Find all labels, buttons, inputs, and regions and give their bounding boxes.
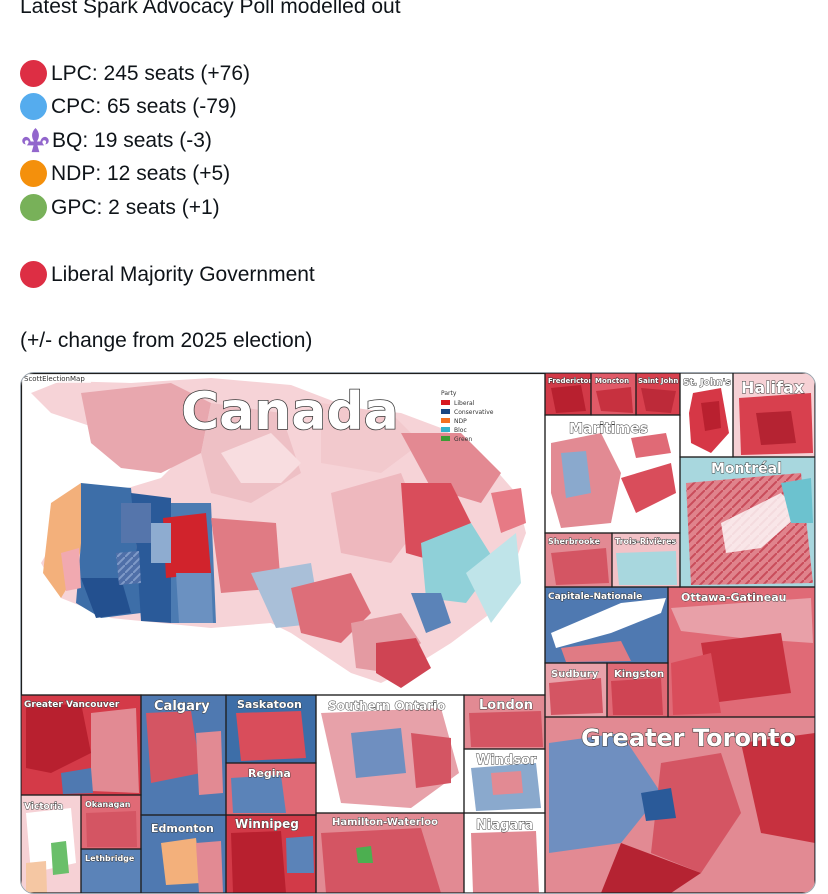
label-greater-vancouver: Greater Vancouver [24,700,120,710]
result-text: GPC: 2 seats (+1) [51,195,220,219]
label-calgary: Calgary [154,699,210,714]
label-niagara: Niagara [476,818,533,833]
red-circle-icon [20,261,47,288]
result-ndp: NDP: 12 seats (+5) [20,160,230,187]
inset-lethbridge: Lethbridge [81,849,141,893]
label-sudbury: Sudbury [551,669,599,680]
inset-greater-toronto: Greater Toronto [545,717,815,893]
result-bq: BQ: 19 seats (-3) [20,127,212,154]
inset-victoria: Victoria [21,795,81,893]
inset-southern-ontario: Southern Ontario [316,695,464,813]
inset-niagara: Niagara [464,813,545,893]
inset-saint-john: Saint John [636,373,680,415]
legend-label-ndp: NDP [454,418,467,425]
label-hamilton-waterloo: Hamilton-Waterloo [332,817,438,828]
label-montreal: Montréal [711,461,782,477]
inset-capitale-nationale: Capitale-Nationale [545,587,668,663]
red-circle-icon [20,60,47,87]
inset-saskatoon: Saskatoon [226,695,316,763]
result-text: NDP: 12 seats (+5) [51,161,231,185]
result-text: BQ: 19 seats (-3) [52,128,212,152]
label-victoria: Victoria [24,802,63,812]
label-kingston: Kingston [614,669,664,680]
legend-title: Party [441,390,457,397]
canada-panel: ScottElectionMap Canada Party Liberal Co… [21,373,545,695]
label-st-johns: St. John's [683,378,731,388]
label-trois-rivieres: Trois-Rivières [615,536,677,546]
inset-hamilton-waterloo: Hamilton-Waterloo [316,813,464,893]
inset-calgary: Calgary [141,695,226,815]
inset-okanagan: Okanagan [81,795,141,849]
orange-circle-icon [20,160,47,187]
watermark: ScottElectionMap [24,375,85,383]
inset-st-johns: St. John's [680,373,733,457]
legend-label-liberal: Liberal [454,400,475,407]
map-image[interactable]: ScottElectionMap Canada Party Liberal Co… [20,372,816,894]
result-text: LPC: 245 seats (+76) [51,61,251,85]
legend-swatch-green [441,436,450,441]
inset-winnipeg: Winnipeg [226,815,316,893]
result-cpc: CPC: 65 seats (-79) [20,93,237,120]
legend-swatch-bloc [441,427,450,432]
inset-maritimes: Maritimes [545,415,680,533]
inset-sudbury: Sudbury [545,663,607,717]
region-liberal-north [163,513,211,578]
inset-windsor: Windsor [464,749,545,813]
panel-borders [21,373,815,893]
legend-label-bloc: Bloc [454,427,467,434]
result-gpc: GPC: 2 seats (+1) [20,194,220,221]
inset-fredericton: Fredericton [545,373,594,415]
label-halifax: Halifax [741,378,805,397]
legend-label-green: Green [454,436,472,443]
label-lethbridge: Lethbridge [85,854,135,863]
map-legend: Party Liberal Conservative NDP Bloc Gree… [441,390,494,443]
inset-ottawa-gatineau: Ottawa-Gatineau [668,587,815,717]
label-ottawa-gatineau: Ottawa-Gatineau [681,591,786,604]
inset-regina: Regina [226,763,316,815]
inset-halifax: Halifax [733,373,815,457]
label-sherbrooke: Sherbrooke [548,537,601,546]
label-southern-ontario: Southern Ontario [328,699,445,713]
inset-greater-vancouver: Greater Vancouver [21,695,141,795]
label-capitale-nationale: Capitale-Nationale [548,592,642,602]
legend-swatch-liberal [441,400,450,405]
change-note: (+/- change from 2025 election) [20,329,313,352]
inset-edmonton: Edmonton [141,815,226,893]
label-regina: Regina [248,767,291,780]
label-winnipeg: Winnipeg [235,817,299,831]
label-windsor: Windsor [476,753,537,768]
legend-label-conservative: Conservative [454,409,494,416]
outcome: Liberal Majority Government [20,261,315,288]
label-saint-john: Saint John [638,377,678,385]
green-circle-icon [20,194,47,221]
territory-nunavut-west [81,383,211,473]
legend-swatch-conservative [441,409,450,414]
outcome-text: Liberal Majority Government [51,262,315,286]
inset-moncton: Moncton [591,373,636,415]
blue-circle-icon [20,93,47,120]
label-edmonton: Edmonton [151,822,214,835]
label-london: London [479,698,533,713]
inset-montreal: Montréal [680,457,815,587]
headline: Latest Spark Advocacy Poll modelled out [20,0,401,18]
label-maritimes: Maritimes [569,421,648,437]
legend-swatch-ndp [441,418,450,423]
inset-trois-rivieres: Trois-Rivières [612,533,680,587]
election-map: ScottElectionMap Canada Party Liberal Co… [21,373,815,893]
label-fredericton: Fredericton [548,377,593,385]
inset-london: London [464,695,545,749]
fleur-de-lis-icon [22,127,49,153]
result-text: CPC: 65 seats (-79) [51,94,237,118]
inset-kingston: Kingston [607,663,668,717]
inset-sherbrooke: Sherbrooke [545,533,612,587]
label-greater-toronto: Greater Toronto [581,724,796,752]
label-saskatoon: Saskatoon [237,698,302,711]
label-moncton: Moncton [595,377,629,385]
map-title: Canada [181,382,399,442]
result-lpc: LPC: 245 seats (+76) [20,60,250,87]
label-okanagan: Okanagan [85,800,131,809]
